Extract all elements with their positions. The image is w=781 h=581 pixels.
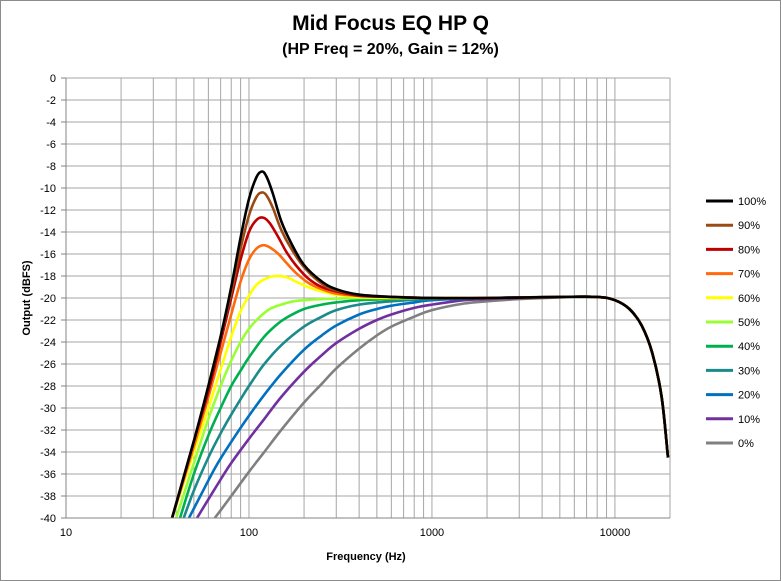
y-tick-label: -4 — [46, 117, 56, 129]
y-tick-label: -12 — [40, 205, 56, 217]
x-axis-label: Frequency (Hz) — [326, 551, 406, 563]
legend-label: 70% — [738, 269, 760, 281]
legend-label: 50% — [738, 317, 760, 329]
legend-label: 80% — [738, 244, 760, 256]
legend-item: 80% — [706, 244, 760, 256]
y-tick-label: 0 — [50, 73, 56, 85]
legend-label: 40% — [738, 341, 760, 353]
y-tick-label: -36 — [40, 469, 56, 481]
y-tick-label: -10 — [40, 183, 56, 195]
x-tick-labels: 10 100 1000 10000 — [60, 527, 630, 539]
legend-item: 0% — [706, 438, 754, 450]
y-tick-label: -20 — [40, 293, 56, 305]
y-axis-label: Output (dBFS) — [21, 260, 33, 335]
series-line-60pct — [170, 274, 670, 518]
gridlines — [65, 77, 671, 519]
legend-label: 60% — [738, 293, 760, 305]
legend-label: 30% — [738, 365, 760, 377]
chart-subtitle: (HP Freq = 20%, Gain = 12%) — [282, 41, 499, 58]
y-tick-labels: 0 -2 -4 -6 -8 -10 -12 -14 -16 -18 -20 -22 -24 -26 -28 -… — [40, 73, 66, 525]
legend: 100% 90% 80% 70% 60% 50% 40% 30% 20% 10% 0% — [706, 196, 766, 450]
series-line-0pct — [213, 295, 670, 518]
y-tick-label: -40 — [40, 513, 56, 525]
series-layer — [170, 170, 670, 518]
y-tick-label: -14 — [40, 227, 56, 239]
legend-label: 0% — [738, 438, 754, 450]
legend-item: 10% — [706, 414, 760, 426]
y-tick-label: -16 — [40, 249, 56, 261]
y-tick-label: -8 — [46, 161, 56, 173]
y-tick-label: -38 — [40, 491, 56, 503]
x-tick-label: 1000 — [420, 527, 444, 539]
y-tick-label: -28 — [40, 381, 56, 393]
y-tick-label: -32 — [40, 425, 56, 437]
legend-label: 20% — [738, 390, 760, 402]
series-line-50pct — [174, 295, 670, 518]
y-tick-label: -22 — [40, 315, 56, 327]
legend-item: 70% — [706, 269, 760, 281]
y-tick-label: -18 — [40, 271, 56, 283]
x-tick-label: 10000 — [600, 527, 631, 539]
legend-item: 60% — [706, 293, 760, 305]
x-tick-label: 10 — [60, 527, 72, 539]
y-tick-label: -34 — [40, 447, 56, 459]
y-tick-label: -30 — [40, 403, 56, 415]
y-tick-label: -6 — [46, 139, 56, 151]
legend-item: 50% — [706, 317, 760, 329]
legend-item: 40% — [706, 341, 760, 353]
chart-title: Mid Focus EQ HP Q — [292, 12, 489, 35]
legend-label: 10% — [738, 414, 760, 426]
legend-item: 20% — [706, 390, 760, 402]
legend-item: 30% — [706, 365, 760, 377]
series-line-100pct — [170, 170, 670, 518]
legend-label: 100% — [738, 196, 766, 208]
legend-label: 90% — [738, 220, 760, 232]
legend-item: 90% — [706, 220, 760, 232]
x-tick-label: 100 — [240, 527, 258, 539]
series-line-20pct — [187, 295, 670, 518]
y-tick-label: -24 — [40, 337, 56, 349]
y-tick-label: -26 — [40, 359, 56, 371]
y-tick-label: -2 — [46, 95, 56, 107]
legend-item: 100% — [706, 196, 766, 208]
